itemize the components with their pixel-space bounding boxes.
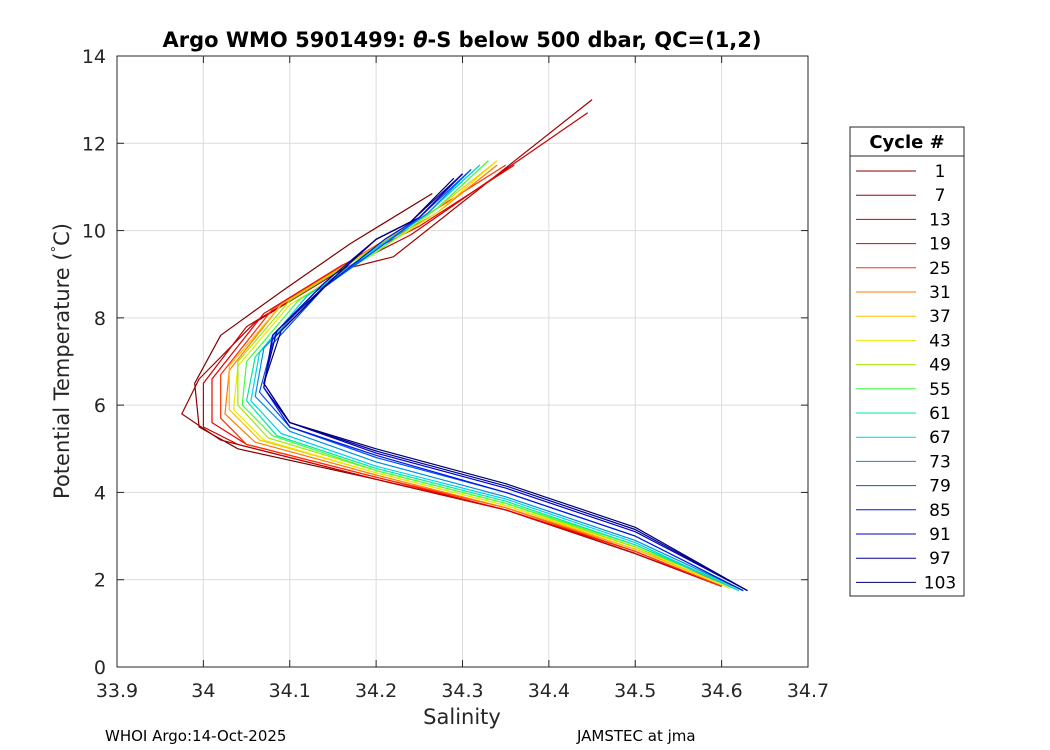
y-tick-labels: 0 2 4 6 8 10 12 14 [82, 46, 106, 679]
x-tick-label: 34.1 [269, 680, 311, 702]
legend-label-cycle-1: 1 [935, 162, 946, 182]
y-axis-label-part-3: C) [50, 223, 74, 246]
y-tick-label: 2 [94, 570, 106, 592]
legend-label-cycle-91: 91 [929, 525, 951, 545]
y-tick-label: 14 [82, 46, 106, 68]
x-tick-label: 34.5 [614, 680, 656, 702]
chart-title-part-1: Argo WMO 5901499: [162, 28, 413, 52]
legend-label-cycle-103: 103 [924, 573, 956, 593]
legend-label-cycle-97: 97 [929, 549, 951, 569]
legend: Cycle # 1 7 13 19 25 31 37 43 49 55 61 67 73 79 85 91 97… [849, 126, 965, 597]
y-axis-label: Potential Temperature (°C) [50, 223, 74, 499]
chart-title-part-2: -S below 500 dbar, QC=(1,2) [428, 28, 762, 52]
chart-title: Argo WMO 5901499: θ-S below 500 dbar, QC… [162, 28, 761, 52]
series-line-cycle-103 [263, 177, 748, 592]
legend-label-cycle-25: 25 [929, 259, 951, 279]
x-tick-label: 34.2 [355, 680, 397, 702]
legend-label-cycle-37: 37 [929, 307, 951, 327]
y-tick-label: 8 [94, 308, 106, 330]
series-line-cycle-37 [228, 160, 731, 589]
y-axis-label-part-1: Potential Temperature ( [50, 252, 74, 499]
y-tick-label: 12 [82, 133, 106, 155]
legend-title: Cycle # [869, 132, 944, 153]
x-tick-labels: 33.9 34 34.1 34.2 34.3 34.4 34.5 34.6 34.7 [96, 680, 829, 702]
legend-label-cycle-13: 13 [929, 210, 951, 230]
x-axis-label: Salinity [423, 705, 501, 729]
y-tick-label: 4 [94, 482, 106, 504]
legend-label-cycle-7: 7 [935, 186, 946, 206]
grid-lines [117, 56, 808, 667]
legend-label-cycle-79: 79 [929, 477, 951, 497]
x-tick-label: 34.6 [700, 680, 742, 702]
legend-label-cycle-55: 55 [929, 380, 951, 400]
x-tick-label: 34 [191, 680, 215, 702]
legend-label-cycle-19: 19 [929, 235, 951, 255]
legend-label-cycle-67: 67 [929, 428, 951, 448]
y-tick-label: 0 [94, 657, 106, 679]
legend-label-cycle-43: 43 [929, 331, 951, 351]
footer-left-credit: WHOI Argo:14-Oct-2025 [105, 727, 286, 745]
series-lines [181, 99, 748, 592]
legend-label-cycle-31: 31 [929, 283, 951, 303]
series-line-cycle-67 [250, 164, 740, 592]
y-tick-label: 10 [82, 221, 106, 243]
legend-box [849, 126, 965, 597]
legend-label-cycle-49: 49 [929, 356, 951, 376]
x-tick-label: 34.4 [528, 680, 570, 702]
y-tick-label: 6 [94, 395, 106, 417]
legend-label-cycle-85: 85 [929, 501, 951, 521]
legend-entries: 1 7 13 19 25 31 37 43 49 55 61 67 73 79 85 91 97 103 [856, 162, 956, 593]
x-tick-label: 34.7 [787, 680, 829, 702]
y-axis-label-degree: ° [50, 246, 65, 253]
legend-label-cycle-73: 73 [929, 452, 951, 472]
tick-marks [116, 55, 809, 668]
x-tick-label: 33.9 [96, 680, 138, 702]
series-line-cycle-55 [241, 160, 740, 589]
chart-title-theta: θ [413, 28, 427, 52]
footer-right-credit: JAMSTEC at jma [576, 727, 696, 745]
x-tick-label: 34.3 [441, 680, 483, 702]
legend-label-cycle-61: 61 [929, 404, 951, 424]
